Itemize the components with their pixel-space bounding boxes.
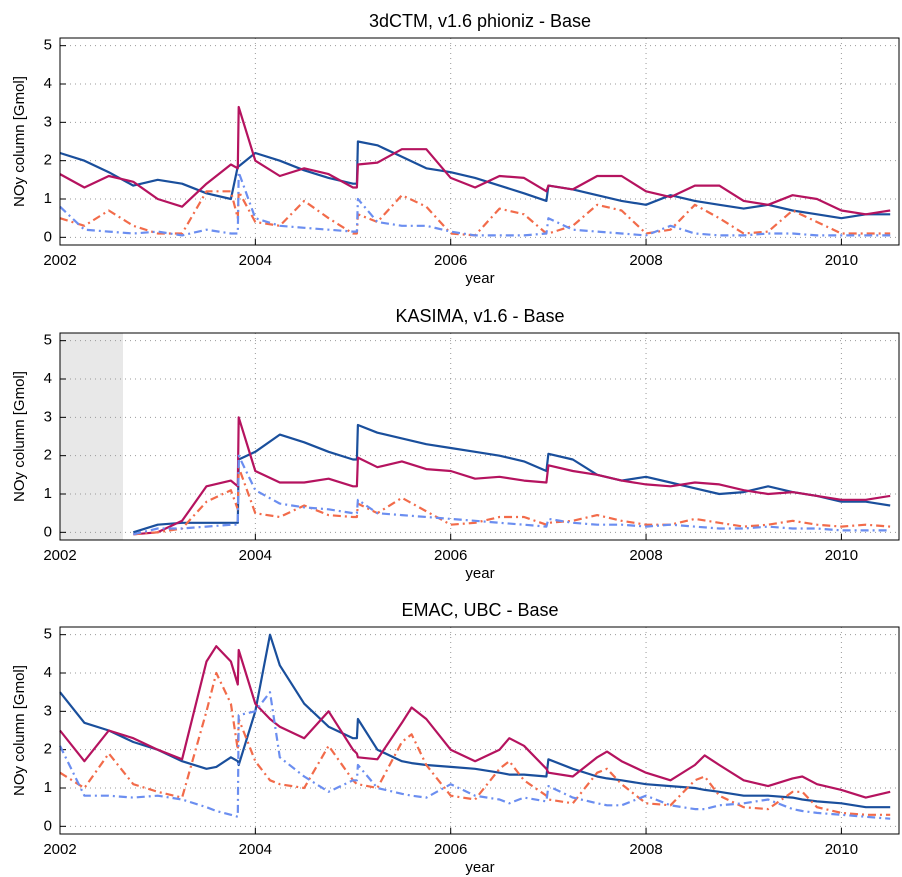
y-tick-label: 1 bbox=[44, 485, 52, 502]
y-axis-label: NOy column [Gmol] bbox=[11, 371, 28, 502]
series-line bbox=[59, 671, 891, 816]
series-line bbox=[59, 645, 891, 799]
series-line bbox=[59, 691, 891, 820]
series-line bbox=[133, 416, 891, 536]
x-tick-label: 2006 bbox=[434, 252, 467, 269]
y-tick-label: 4 bbox=[44, 370, 52, 387]
y-tick-label: 0 bbox=[44, 523, 52, 540]
y-tick-label: 3 bbox=[44, 408, 52, 425]
y-tick-label: 5 bbox=[44, 37, 52, 54]
x-tick-label: 2004 bbox=[239, 252, 272, 269]
no-data-shade bbox=[60, 333, 123, 540]
x-tick-label: 2008 bbox=[629, 547, 662, 564]
x-axis-label: year bbox=[465, 565, 494, 582]
x-tick-label: 2002 bbox=[43, 841, 76, 858]
y-axis-label: NOy column [Gmol] bbox=[11, 76, 28, 207]
series-line bbox=[59, 105, 891, 216]
x-axis-label: year bbox=[465, 859, 494, 876]
y-tick-label: 0 bbox=[44, 817, 52, 834]
y-tick-label: 3 bbox=[44, 702, 52, 719]
series-line bbox=[59, 140, 891, 220]
x-tick-label: 2002 bbox=[43, 252, 76, 269]
y-axis-label: NOy column [Gmol] bbox=[11, 665, 28, 796]
y-tick-label: 2 bbox=[44, 152, 52, 169]
y-tick-label: 5 bbox=[44, 332, 52, 349]
plot-frame bbox=[59, 332, 900, 541]
y-tick-label: 1 bbox=[44, 779, 52, 796]
x-tick-label: 2008 bbox=[629, 841, 662, 858]
x-tick-label: 2010 bbox=[825, 841, 858, 858]
x-tick-label: 2006 bbox=[434, 841, 467, 858]
plot-frame bbox=[59, 37, 900, 246]
x-tick-label: 2010 bbox=[825, 547, 858, 564]
series-line bbox=[133, 454, 891, 536]
x-tick-label: 2010 bbox=[825, 252, 858, 269]
series-line bbox=[59, 190, 891, 237]
x-axis-label: year bbox=[465, 270, 494, 287]
y-tick-label: 1 bbox=[44, 190, 52, 207]
y-tick-label: 2 bbox=[44, 447, 52, 464]
series-line bbox=[59, 171, 891, 237]
plot-frame bbox=[59, 626, 900, 835]
x-tick-label: 2008 bbox=[629, 252, 662, 269]
series-line bbox=[59, 633, 891, 809]
y-tick-label: 4 bbox=[44, 664, 52, 681]
chart-title: KASIMA, v1.6 - Base bbox=[395, 306, 564, 326]
x-tick-label: 2004 bbox=[239, 547, 272, 564]
y-tick-label: 4 bbox=[44, 75, 52, 92]
y-tick-label: 2 bbox=[44, 741, 52, 758]
y-tick-label: 0 bbox=[44, 228, 52, 245]
y-tick-label: 5 bbox=[44, 626, 52, 643]
x-tick-label: 2004 bbox=[239, 841, 272, 858]
y-tick-label: 3 bbox=[44, 113, 52, 130]
chart-title: 3dCTM, v1.6 phioniz - Base bbox=[369, 11, 591, 31]
chart-title: EMAC, UBC - Base bbox=[401, 600, 558, 620]
x-tick-label: 2002 bbox=[43, 547, 76, 564]
x-tick-label: 2006 bbox=[434, 547, 467, 564]
